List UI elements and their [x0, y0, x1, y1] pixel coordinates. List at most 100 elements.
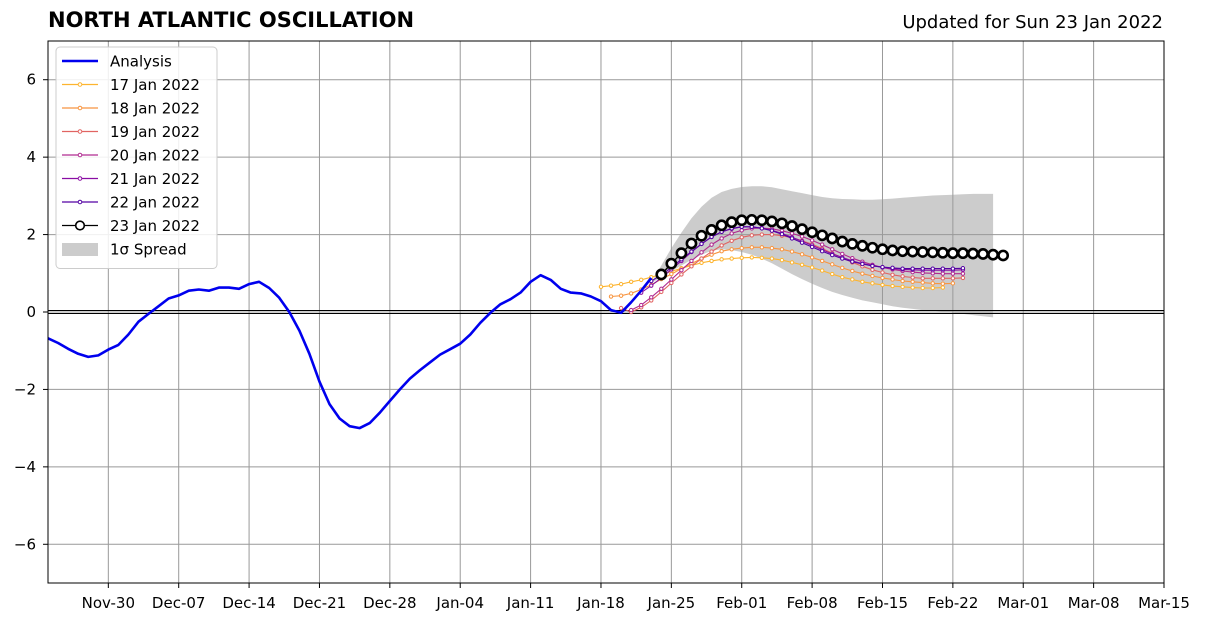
legend-swatch	[62, 243, 98, 256]
forecast-point	[940, 266, 946, 271]
series-layer	[47, 213, 1010, 430]
forecast-line	[630, 227, 963, 311]
y-tick-label: 6	[26, 71, 36, 89]
forecast-point	[846, 237, 859, 250]
forecast-point	[769, 256, 775, 261]
forecast-point	[870, 273, 875, 279]
forecast-point	[870, 263, 875, 269]
forecast-point	[739, 245, 744, 251]
forecast-point	[655, 268, 668, 281]
forecast-point	[789, 231, 795, 236]
forecast-point	[809, 265, 815, 270]
forecast-point	[649, 283, 654, 288]
forecast-point	[860, 279, 865, 285]
forecast-point	[765, 215, 778, 228]
forecast-point	[759, 255, 765, 260]
forecast-point	[769, 228, 775, 233]
x-tick-label: Dec-28	[363, 594, 417, 612]
forecast-point	[809, 238, 815, 243]
forecast-point	[628, 279, 634, 285]
forecast-point	[830, 252, 835, 258]
forecast-point	[779, 257, 785, 263]
forecast-point	[705, 224, 718, 236]
legend-item: 23 Jan 2022	[62, 217, 200, 235]
forecast-point	[799, 234, 805, 239]
forecast-point	[819, 249, 825, 254]
forecast-point	[856, 239, 869, 252]
updated-date: Updated for Sun 23 Jan 2022	[902, 12, 1163, 33]
forecast-point	[675, 247, 688, 260]
forecast-point	[890, 283, 895, 289]
y-tick-label: 2	[26, 226, 36, 244]
forecast-point	[729, 238, 734, 243]
forecast-point	[689, 264, 694, 269]
forecast-point	[628, 307, 634, 313]
forecast-point	[689, 249, 694, 254]
y-tick-label: −6	[14, 535, 36, 553]
forecast-point	[900, 284, 905, 290]
legend-label: 22 Jan 2022	[110, 194, 200, 212]
forecast-point	[709, 242, 714, 247]
forecast-point	[920, 280, 925, 285]
forecast-point	[719, 243, 724, 248]
x-tick-label: Mar-08	[1068, 594, 1120, 612]
x-tick-label: Jan-04	[435, 594, 484, 612]
forecast-point	[900, 278, 905, 284]
x-tick-label: Jan-18	[576, 594, 625, 612]
chart-title: NORTH ATLANTIC OSCILLATION	[48, 8, 415, 32]
forecast-point	[729, 231, 734, 236]
forecast-point	[870, 267, 875, 273]
forecast-point	[876, 243, 889, 256]
forecast-point	[689, 258, 694, 264]
forecast-point	[860, 271, 865, 276]
forecast-point	[987, 248, 999, 261]
forecast-point	[880, 270, 885, 275]
forecast-point	[638, 277, 644, 283]
forecast-point	[950, 276, 956, 281]
forecast-point	[836, 235, 849, 248]
forecast-point	[749, 233, 754, 238]
x-tick-label: Nov-30	[82, 594, 135, 612]
legend-label: 18 Jan 2022	[110, 100, 200, 118]
forecast-point	[850, 268, 855, 274]
forecast-point	[769, 232, 775, 237]
forecast-point	[910, 266, 915, 271]
forecast-point	[890, 277, 895, 282]
forecast-point	[796, 223, 808, 236]
forecast-point	[850, 259, 855, 264]
legend-marker	[77, 82, 83, 87]
forecast-point	[880, 275, 885, 281]
forecast-point	[719, 236, 724, 241]
forecast-point	[870, 281, 875, 286]
forecast-point	[940, 281, 946, 286]
grid-layer	[48, 41, 1165, 583]
forecast-point	[769, 245, 775, 251]
legend-marker	[77, 105, 83, 111]
forecast-point	[735, 214, 748, 227]
forecast-point	[890, 272, 895, 278]
forecast-point	[920, 285, 925, 291]
legend-label: Analysis	[110, 53, 172, 71]
forecast-point	[860, 261, 865, 267]
y-tick-label: 4	[26, 148, 36, 166]
forecast-point	[906, 245, 919, 258]
forecast-point	[745, 213, 758, 226]
forecast-point	[819, 242, 825, 247]
forecast-point	[930, 285, 935, 291]
legend-item: 17 Jan 2022	[62, 76, 200, 94]
forecast-point	[659, 286, 664, 291]
forecast-point	[830, 271, 835, 277]
forecast-point	[779, 247, 785, 252]
forecast-point	[950, 281, 956, 286]
legend-item: Analysis	[62, 53, 172, 71]
legend-label: 20 Jan 2022	[110, 147, 200, 165]
forecast-point	[799, 262, 805, 267]
x-tick-label: Jan-11	[506, 594, 555, 612]
forecast-point	[916, 246, 929, 258]
forecast-point	[900, 266, 905, 271]
forecast-point	[819, 258, 825, 264]
forecast-point	[977, 248, 989, 260]
forecast-point	[910, 275, 915, 280]
forecast-point	[638, 302, 644, 308]
